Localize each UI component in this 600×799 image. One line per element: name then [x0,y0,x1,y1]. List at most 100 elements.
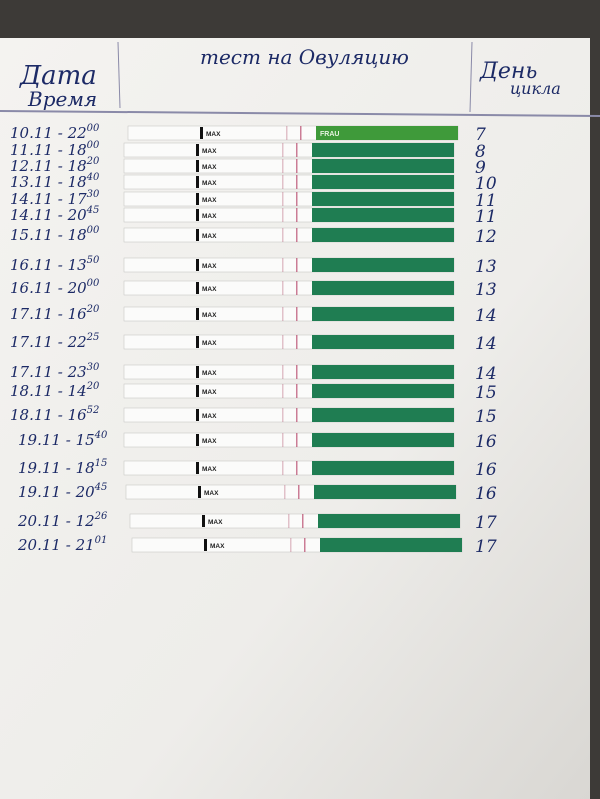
max-bar [202,515,205,527]
max-label: MAX [202,263,217,270]
strip-handle [312,143,454,157]
cycle-day: 14 [475,334,497,354]
max-bar [198,486,201,498]
dash: - [61,512,76,530]
minutes: 52 [87,405,100,416]
test-strip: MAX [123,407,455,423]
test-strip: MAX [123,432,455,448]
control-line [296,281,298,295]
date-time: 13.11 - 1840 [10,172,100,191]
minutes: 15 [95,458,108,469]
minutes: 30 [87,362,100,373]
strip-handle [312,461,454,475]
test-strip: MAX [123,174,455,190]
max-label: MAX [204,490,219,497]
date-time: 17.11 - 2330 [10,362,100,381]
date: 19.11 [18,483,61,501]
date: 16.11 [10,279,53,297]
control-line [296,461,298,475]
date-time: 20.11 - 1226 [17,511,108,530]
test-line [282,208,284,222]
test-strip: MAX [123,280,455,296]
minutes: 00 [87,278,100,289]
date-time: 16.11 - 2000 [10,278,100,297]
date-time: 19.11 - 1815 [18,458,107,477]
strip-handle [312,408,454,422]
minutes: 00 [87,140,100,151]
date: 17.11 [10,305,53,323]
hour: 18 [68,173,87,191]
minutes: 20 [86,156,100,167]
max-label: MAX [202,413,217,420]
control-line [296,192,298,206]
max-bar [196,160,199,172]
test-line [282,159,284,173]
max-bar [196,193,199,205]
cycle-day: 16 [475,432,497,452]
dash: - [53,157,68,175]
max-label: MAX [202,197,217,204]
minutes: 20 [86,304,100,315]
max-bar [196,434,199,446]
strip-handle [312,433,454,447]
max-label: MAX [202,286,217,293]
cycle-day: 16 [475,484,497,504]
hour: 17 [68,190,88,208]
test-strip: MAX [125,484,457,500]
minutes: 40 [86,172,100,183]
date: 19.11 [18,431,61,449]
test-strip: MAX FRAU [127,125,459,141]
test-line [282,408,284,422]
max-bar [196,462,199,474]
max-label: MAX [202,389,217,396]
max-label: MAX [202,213,217,220]
hour: 21 [75,536,95,554]
hour: 13 [68,256,87,274]
minutes: 20 [86,381,100,392]
test-line [290,538,292,552]
cycle-day: 13 [475,257,497,277]
hour: 22 [67,124,87,142]
control-line [296,208,298,222]
date: 11.11 [10,141,53,159]
dash: - [53,206,68,224]
brand-label: FRAU [320,131,339,138]
dash: - [61,536,76,554]
max-label: MAX [208,519,223,526]
test-line [282,228,284,242]
minutes: 40 [94,430,108,441]
date-time: 15.11 - 1800 [10,225,100,244]
max-label: MAX [206,131,221,138]
cycle-day: 17 [475,537,497,557]
date-time: 11.11 - 1800 [10,140,100,159]
test-strip: MAX [123,460,455,476]
date-time: 20.11 - 2101 [17,535,107,554]
minutes: 45 [94,482,108,493]
column-rule [469,41,473,113]
strip-handle [314,485,456,499]
control-line [296,365,298,379]
control-line [296,143,298,157]
date: 14.11 [10,190,53,208]
date: 20.11 [17,512,61,530]
hour: 23 [67,363,87,381]
hour: 22 [67,333,87,351]
strip-handle [312,258,454,272]
dash: - [53,406,68,424]
dash: - [53,305,68,323]
strip-handle [316,126,458,140]
max-label: MAX [202,164,217,171]
test-strip: MAX [123,334,455,350]
test-line [282,175,284,189]
hour: 15 [76,431,95,449]
test-strip: MAX [123,142,455,158]
minutes: 25 [86,332,100,343]
hour: 14 [68,382,87,400]
max-label: MAX [202,312,217,319]
test-strip: MAX [123,191,455,207]
dash: - [53,226,68,244]
dash: - [53,190,68,208]
hour: 18 [76,459,95,477]
strip-handle [320,538,462,552]
